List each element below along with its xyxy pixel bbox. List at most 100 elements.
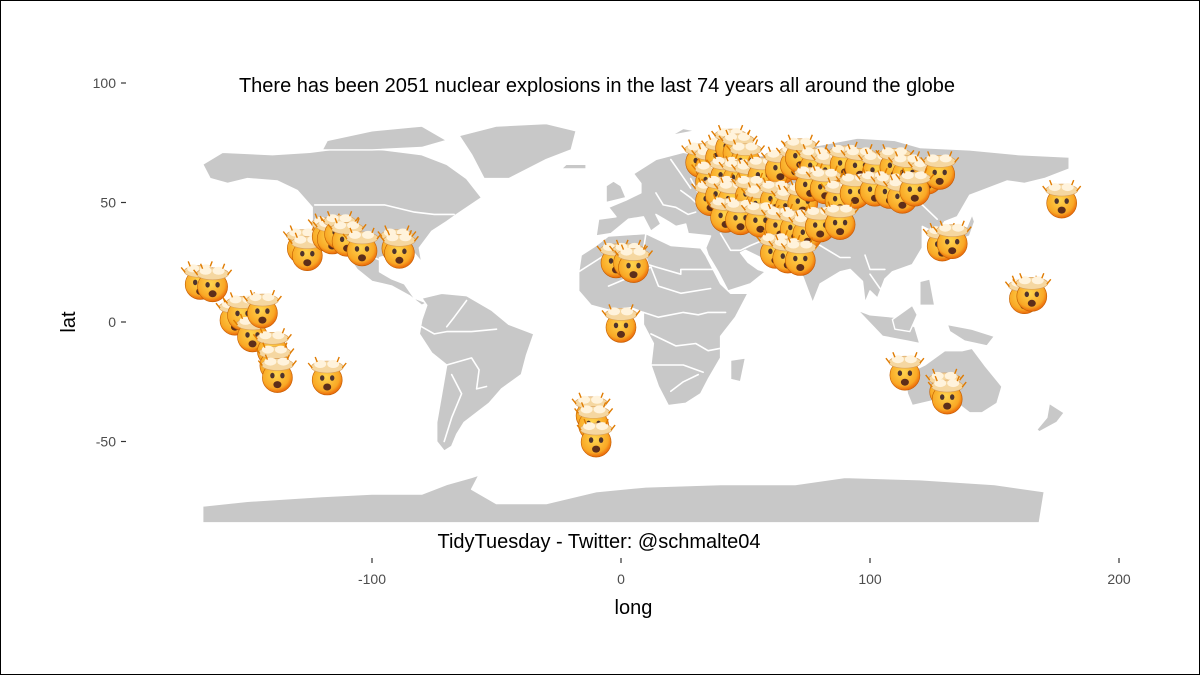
explosion-point: [342, 227, 382, 267]
cloud-puff: [787, 137, 800, 146]
y-tick-label: 100: [93, 75, 117, 91]
cloud-puff: [349, 230, 361, 239]
land-philippines: [919, 278, 936, 306]
cloud-puff: [762, 180, 775, 189]
eye: [193, 279, 198, 286]
eye: [932, 169, 937, 176]
cloud-puff: [800, 137, 813, 146]
cloud-puff: [827, 180, 840, 189]
cloud-puff: [621, 307, 633, 316]
sparks: [327, 218, 367, 230]
explosion-point: [601, 304, 641, 343]
eye: [1024, 291, 1029, 298]
cloud-puff: [262, 293, 275, 302]
sparks: [925, 368, 965, 381]
mouth: [1027, 299, 1036, 307]
markers: [180, 124, 1082, 458]
cloud-puff: [725, 159, 737, 168]
cloud-puff: [264, 357, 277, 366]
sparks: [242, 289, 282, 302]
eye: [718, 172, 723, 178]
explosion-point: [1012, 273, 1052, 312]
mouth: [943, 402, 952, 410]
sparks: [725, 139, 766, 151]
sparks: [885, 351, 925, 364]
country-border: [869, 273, 886, 295]
eye: [917, 186, 922, 192]
mouth: [617, 330, 625, 338]
sparks: [780, 237, 820, 249]
mouth: [248, 340, 257, 348]
cloud-puff: [399, 233, 412, 242]
eye: [280, 372, 285, 379]
eye: [818, 184, 823, 190]
eye: [623, 322, 629, 329]
sparks: [576, 418, 616, 431]
explosion-point: [307, 356, 347, 396]
cloud-puff: [802, 147, 815, 156]
mouth: [935, 177, 944, 185]
sparks: [257, 354, 297, 367]
cloud-puff: [259, 331, 272, 340]
sparks: [379, 230, 419, 242]
explosion-point: [257, 354, 297, 393]
sparks: [252, 328, 292, 340]
country-border: [443, 373, 463, 443]
eye: [636, 262, 641, 269]
sparks: [255, 342, 295, 355]
mouth: [323, 383, 332, 391]
cloud-puff: [817, 152, 830, 160]
land-southeast-islands: [856, 309, 921, 345]
eye: [310, 250, 315, 257]
cloud-puff: [1031, 276, 1044, 285]
eye: [364, 246, 370, 252]
sparks: [820, 201, 860, 214]
explosion-point: [780, 237, 820, 276]
sparks: [307, 356, 347, 369]
eye: [780, 253, 785, 259]
eye: [832, 195, 838, 202]
cloud-puff: [847, 147, 859, 156]
cloud-puff: [277, 357, 290, 366]
cloud-puff: [800, 240, 813, 249]
explosion-point: [193, 263, 233, 303]
eye: [907, 186, 912, 192]
eye: [895, 193, 900, 200]
land-canadian-islands: [321, 125, 448, 151]
sparks: [718, 129, 758, 142]
cloud-puff: [229, 295, 242, 304]
cloud-puff: [727, 199, 740, 208]
eye: [793, 152, 798, 159]
eye: [795, 198, 800, 204]
cloud-puff: [620, 247, 633, 256]
mouth: [208, 290, 217, 298]
explosion-point: [576, 418, 616, 458]
eye: [354, 246, 360, 252]
eye: [897, 370, 903, 376]
eye: [942, 169, 947, 176]
eye: [235, 310, 240, 317]
explosion-point: [927, 375, 967, 415]
eye: [945, 238, 950, 245]
annotation-bottom: TidyTuesday - Twitter: @schmalte04: [437, 531, 760, 553]
eye: [788, 224, 793, 231]
eye: [768, 248, 773, 255]
cloud-puff: [327, 360, 340, 368]
cloud-puff: [904, 355, 917, 364]
eye: [842, 219, 848, 226]
cloud-puff: [914, 171, 927, 180]
cloud-puff: [934, 379, 947, 388]
cloud-puff: [583, 422, 596, 431]
mouth: [948, 247, 957, 255]
cloud-puff: [842, 173, 855, 182]
mouth: [592, 445, 601, 453]
mouth: [395, 256, 404, 264]
cloud-puff: [249, 293, 262, 302]
cloud-puff: [840, 204, 853, 213]
sparks: [193, 263, 233, 276]
cloud-puff: [749, 156, 762, 165]
cloud-puff: [782, 209, 795, 218]
eye: [773, 164, 778, 171]
cloud-puff: [944, 371, 957, 380]
